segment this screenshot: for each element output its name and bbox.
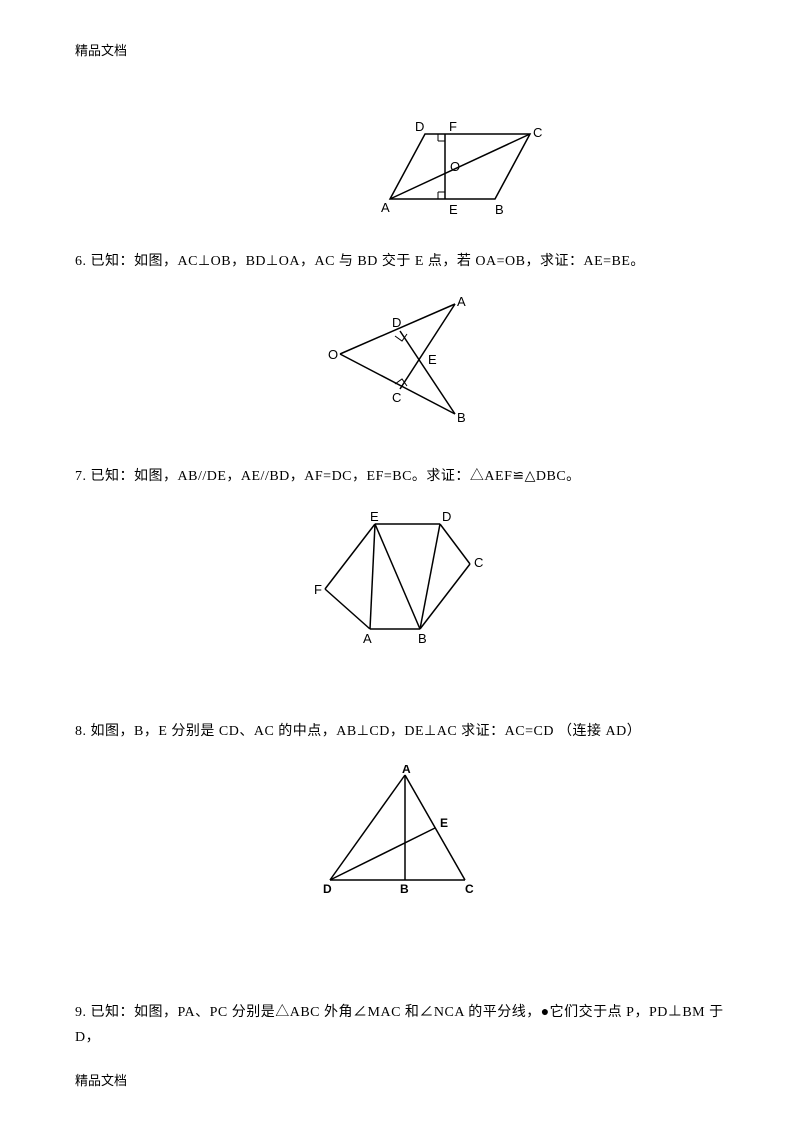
fig1-label-D: D (415, 119, 424, 134)
fig2-label-E: E (428, 352, 437, 367)
fig2-label-B: B (457, 410, 466, 424)
footer-text: 精品文档 (75, 1070, 725, 1089)
fig4-label-B: B (400, 882, 409, 896)
problem-8: 8. 如图，B，E 分别是 CD、AC 的中点，AB⊥CD，DE⊥AC 求证：A… (75, 719, 725, 744)
fig4-label-E: E (440, 816, 448, 830)
fig4-label-A: A (402, 765, 411, 776)
fig1-label-C: C (533, 125, 542, 140)
fig3-label-B: B (418, 631, 427, 646)
problem-6: 6. 已知：如图，AC⊥OB，BD⊥OA，AC 与 BD 交于 E 点，若 OA… (75, 249, 725, 274)
fig3-label-D: D (442, 509, 451, 524)
figure-6: A D O E C B (75, 294, 725, 424)
figure-8: A E D B C (75, 765, 725, 900)
fig1-label-O: O (450, 159, 460, 174)
header-text: 精品文档 (75, 40, 725, 59)
fig1-label-E: E (449, 202, 458, 217)
fig2-label-D: D (392, 315, 401, 330)
fig1-label-B: B (495, 202, 504, 217)
fig3-label-F: F (314, 582, 322, 597)
fig2-label-C: C (392, 390, 401, 405)
fig1-label-A: A (381, 200, 390, 215)
fig3-label-A: A (363, 631, 372, 646)
fig4-label-D: D (323, 882, 332, 896)
problem-7: 7. 已知：如图，AB//DE，AE//BD，AF=DC，EF=BC。求证：△A… (75, 464, 725, 489)
figure-5: D F C O A E B (175, 119, 725, 219)
fig3-label-C: C (474, 555, 483, 570)
problem-9: 9. 已知：如图，PA、PC 分别是△ABC 外角∠MAC 和∠NCA 的平分线… (75, 1000, 725, 1050)
fig3-label-E: E (370, 509, 379, 524)
fig1-label-F: F (449, 119, 457, 134)
fig2-label-O: O (328, 347, 338, 362)
figure-7: E D C F A B (75, 509, 725, 649)
fig2-label-A: A (457, 294, 466, 309)
fig4-label-C: C (465, 882, 474, 896)
